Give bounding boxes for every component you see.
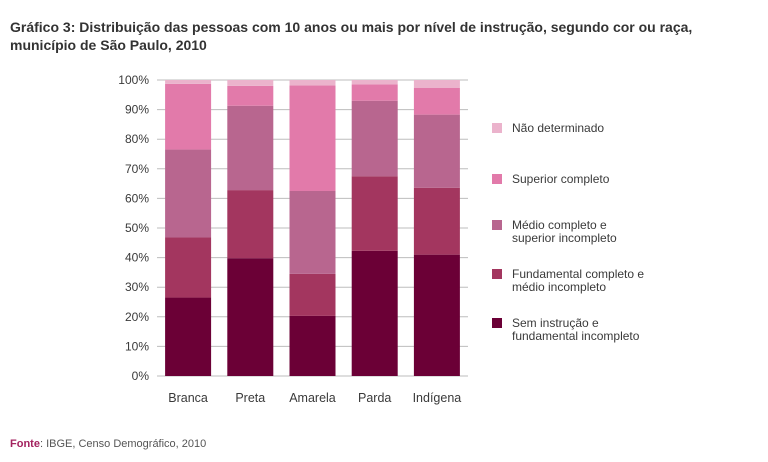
x-tick-label: Branca (168, 391, 208, 405)
x-tick-label: Indígena (413, 391, 462, 405)
source-text: : IBGE, Censo Demográfico, 2010 (39, 438, 207, 450)
y-tick-label: 30% (125, 280, 149, 294)
y-tick-label: 20% (125, 310, 149, 324)
bar-segment (413, 87, 460, 115)
y-tick-label: 50% (125, 221, 149, 235)
bar-segment (227, 80, 274, 86)
bar-segment (227, 85, 274, 106)
y-tick-label: 70% (125, 162, 149, 176)
bar-segment (165, 83, 212, 150)
y-axis-tick-labels: 0% 10% 20% 30% 40% 50% 60% 70% 80% 90% 100% (118, 73, 149, 383)
legend-item: Médio completo e superior incompleto (492, 218, 617, 245)
source-label: Fonte (10, 438, 40, 450)
bar-stack (351, 80, 398, 376)
x-tick-label: Parda (358, 391, 391, 405)
bar-stack (227, 80, 274, 376)
bar-segment (413, 114, 460, 188)
bar-segment (351, 250, 398, 376)
y-tick-label: 80% (125, 132, 149, 146)
bar-stacks (165, 80, 460, 376)
bar-segment (351, 100, 398, 177)
bar-stack (289, 80, 336, 376)
bar-segment (289, 191, 336, 274)
bar-segment (227, 105, 274, 191)
bar-segment (289, 85, 336, 191)
bar-segment (413, 187, 460, 255)
bar-segment (413, 254, 460, 376)
source-note: Fonte: IBGE, Censo Demográfico, 2010 (10, 438, 206, 450)
legend-label: Sem instrução e fundamental incompleto (512, 316, 640, 343)
bar-segment (165, 149, 212, 238)
legend-swatch (492, 123, 502, 133)
y-tick-label: 40% (125, 251, 149, 265)
legend-swatch (492, 220, 502, 230)
legend-swatch (492, 269, 502, 279)
bar-segment (351, 80, 398, 85)
legend: Não determinado Superior completo Médio co… (492, 121, 644, 343)
legend-swatch (492, 174, 502, 184)
legend-item: Superior completo (492, 172, 610, 186)
x-tick-label: Amarela (289, 391, 336, 405)
bar-segment (289, 273, 336, 316)
legend-item: Não determinado (492, 121, 604, 135)
bar-stack (165, 80, 212, 376)
y-tick-label: 60% (125, 191, 149, 205)
bar-segment (165, 297, 212, 376)
x-axis-tick-labels: Branca Preta Amarela Parda Indígena (168, 391, 461, 405)
legend-label: Superior completo (512, 172, 610, 186)
legend-item: Sem instrução e fundamental incompleto (492, 316, 640, 343)
bar-segment (227, 258, 274, 376)
bar-segment (413, 80, 460, 88)
legend-swatch (492, 318, 502, 328)
bar-segment (289, 80, 336, 86)
y-tick-label: 0% (132, 369, 150, 383)
bar-stack (413, 80, 460, 376)
legend-label: Fundamental completo e médio incompleto (512, 267, 644, 294)
legend-label: Não determinado (512, 121, 604, 135)
y-tick-label: 90% (125, 103, 149, 117)
bar-segment (351, 84, 398, 101)
y-tick-label: 100% (118, 73, 149, 87)
x-tick-label: Preta (235, 391, 265, 405)
y-tick-label: 10% (125, 339, 149, 353)
bar-segment (351, 176, 398, 251)
bar-segment (289, 315, 336, 376)
legend-item: Fundamental completo e médio incompleto (492, 267, 644, 294)
legend-label: Médio completo e superior incompleto (512, 218, 617, 245)
chart-title: Gráfico 3: Distribuição das pessoas com … (10, 19, 693, 53)
bar-segment (165, 237, 212, 298)
bar-segment (165, 80, 212, 84)
bar-segment (227, 190, 274, 259)
